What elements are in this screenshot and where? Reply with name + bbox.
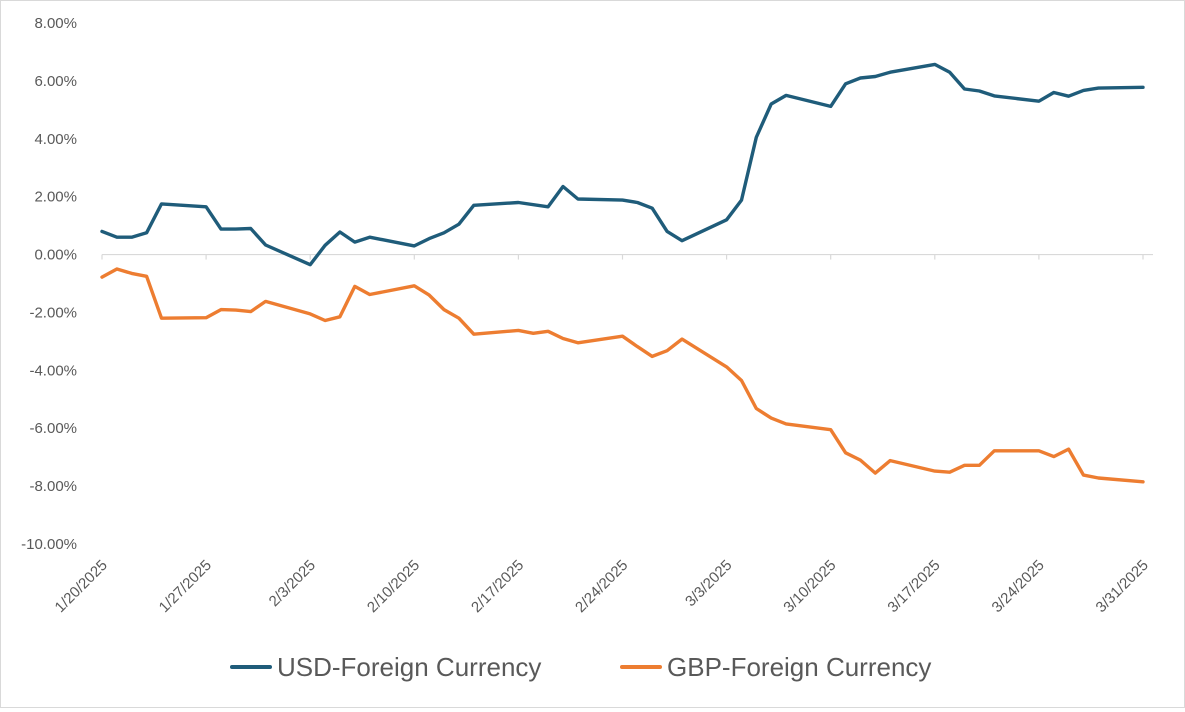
x-tick-label: 1/20/2025 — [52, 557, 111, 616]
series-line-usd — [100, 62, 1145, 267]
x-tick-label: 2/3/2025 — [266, 557, 319, 610]
x-tick-label: 3/10/2025 — [780, 557, 839, 616]
x-tick-label: 2/24/2025 — [572, 557, 631, 616]
y-tick-label: 8.00% — [34, 15, 77, 32]
y-tick-label: 4.00% — [34, 131, 77, 148]
x-tick-label: 3/17/2025 — [884, 557, 943, 616]
x-tick-label: 2/17/2025 — [468, 557, 527, 616]
y-tick-label: 0.00% — [34, 247, 77, 264]
x-tick-label: 3/3/2025 — [682, 557, 735, 610]
series-line-gbp — [100, 267, 1145, 484]
x-tick-label: 1/27/2025 — [156, 557, 215, 616]
y-tick-label: -4.00% — [29, 362, 77, 379]
legend-item-gbp: GBP-Foreign Currency — [620, 652, 931, 682]
x-tick-label: 3/24/2025 — [989, 557, 1048, 616]
y-axis-ticks: 8.00% 6.00% 4.00% 2.00% 0.00% -2.00% -4.00% -6.… — [21, 15, 77, 553]
y-tick-label: -2.00% — [29, 304, 77, 321]
y-tick-label: -10.00% — [21, 536, 77, 553]
y-tick-label: 6.00% — [34, 73, 77, 90]
series-layer — [100, 62, 1145, 484]
x-axis-ticks: 1/20/2025 1/27/2025 2/3/2025 2/10/2025 2/17/… — [52, 254, 1152, 616]
x-tick-label: 2/10/2025 — [364, 557, 423, 616]
legend-label: GBP-Foreign Currency — [667, 652, 931, 682]
legend: USD-Foreign Currency GBP-Foreign Currency — [230, 652, 931, 682]
legend-item-usd: USD-Foreign Currency — [230, 652, 541, 682]
y-tick-label: 2.00% — [34, 189, 77, 206]
legend-label: USD-Foreign Currency — [277, 652, 541, 682]
x-tick-label: 3/31/2025 — [1093, 557, 1152, 616]
y-tick-label: -8.00% — [29, 478, 77, 495]
y-tick-label: -6.00% — [29, 420, 77, 437]
